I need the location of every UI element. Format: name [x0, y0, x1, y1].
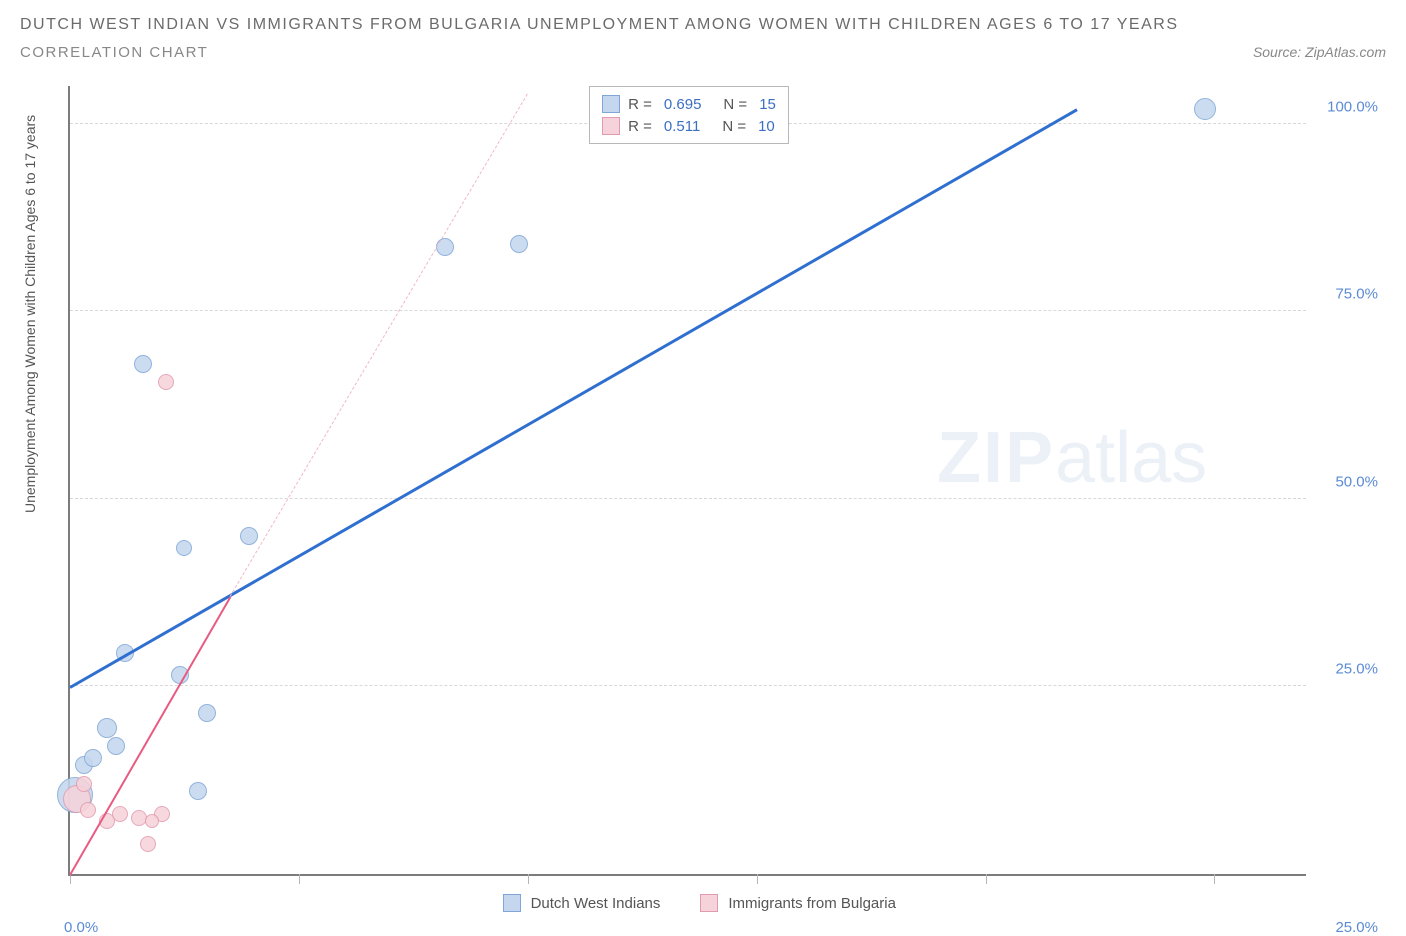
- n-value: 10: [758, 118, 775, 135]
- scatter-point: [240, 527, 258, 545]
- source-attribution: Source: ZipAtlas.com: [1253, 44, 1386, 60]
- legend-row: R = 0.695 N = 15: [602, 93, 776, 115]
- trend-line: [230, 94, 528, 597]
- x-tick-label: 25.0%: [1335, 919, 1378, 936]
- legend-swatch: [503, 894, 521, 912]
- subtitle-row: CORRELATION CHART Source: ZipAtlas.com: [20, 44, 1386, 61]
- y-tick-label: 25.0%: [1335, 661, 1378, 678]
- correlation-legend: R = 0.695 N = 15 R = 0.511 N = 10: [589, 86, 789, 144]
- scatter-point: [84, 749, 102, 767]
- y-axis-label: Unemployment Among Women with Children A…: [22, 493, 38, 513]
- scatter-point: [158, 374, 174, 390]
- x-tick: [757, 874, 758, 884]
- scatter-point: [107, 737, 125, 755]
- scatter-point: [176, 540, 192, 556]
- plot-area: ZIPatlas 25.0%50.0%75.0%100.0%0.0%25.0%R…: [68, 86, 1306, 876]
- scatter-point: [97, 718, 117, 738]
- scatter-point: [131, 810, 147, 826]
- legend-row: Dutch West Indians: [503, 892, 661, 914]
- scatter-point: [80, 802, 96, 818]
- watermark: ZIPatlas: [937, 417, 1207, 499]
- x-tick: [299, 874, 300, 884]
- r-value: 0.511: [664, 118, 700, 135]
- x-tick: [986, 874, 987, 884]
- scatter-point: [145, 814, 159, 828]
- series-legend: Dutch West Indians Immigrants from Bulgar…: [503, 892, 896, 914]
- watermark-rest: atlas: [1055, 418, 1207, 498]
- scatter-point: [112, 806, 128, 822]
- legend-row: R = 0.511 N = 10: [602, 115, 776, 137]
- chart-title: DUTCH WEST INDIAN VS IMMIGRANTS FROM BUL…: [20, 16, 1386, 34]
- chart-container: Unemployment Among Women with Children A…: [20, 86, 1386, 920]
- chart-subtitle: CORRELATION CHART: [20, 44, 208, 61]
- y-tick-label: 50.0%: [1335, 473, 1378, 490]
- legend-row: Immigrants from Bulgaria: [700, 892, 896, 914]
- legend-swatch: [700, 894, 718, 912]
- watermark-bold: ZIP: [937, 418, 1055, 498]
- legend-label: Immigrants from Bulgaria: [728, 895, 896, 912]
- r-value: 0.695: [664, 96, 702, 113]
- scatter-point: [510, 235, 528, 253]
- r-label: R =: [628, 96, 652, 113]
- scatter-point: [134, 355, 152, 373]
- scatter-point: [76, 776, 92, 792]
- n-label: N =: [722, 118, 746, 135]
- gridline: [70, 310, 1306, 311]
- n-label: N =: [723, 96, 747, 113]
- n-value: 15: [759, 96, 776, 113]
- legend-swatch: [602, 117, 620, 135]
- x-tick: [528, 874, 529, 884]
- r-label: R =: [628, 118, 652, 135]
- gridline: [70, 685, 1306, 686]
- gridline: [70, 498, 1306, 499]
- y-tick-label: 75.0%: [1335, 286, 1378, 303]
- legend-swatch: [602, 95, 620, 113]
- header: DUTCH WEST INDIAN VS IMMIGRANTS FROM BUL…: [0, 0, 1406, 61]
- scatter-point: [189, 782, 207, 800]
- legend-label: Dutch West Indians: [531, 895, 661, 912]
- x-tick-label: 0.0%: [64, 919, 98, 936]
- trend-line: [69, 109, 1078, 689]
- scatter-point: [1194, 98, 1216, 120]
- scatter-point: [140, 836, 156, 852]
- y-tick-label: 100.0%: [1327, 98, 1378, 115]
- x-tick: [1214, 874, 1215, 884]
- scatter-point: [198, 704, 216, 722]
